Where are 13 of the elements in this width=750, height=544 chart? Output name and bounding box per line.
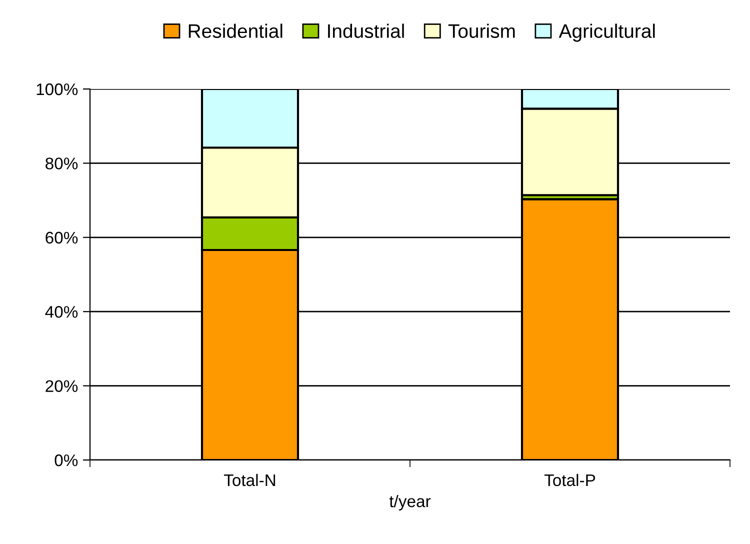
y-tick-label: 20% — [46, 380, 78, 392]
legend-label: Residential — [188, 24, 282, 38]
y-tick-label: 40% — [45, 306, 78, 318]
y-tick-label: 80% — [46, 158, 78, 170]
x-tick-label: Total-N — [224, 474, 276, 486]
y-tick-label: 100% — [36, 83, 78, 96]
y-tick-label: 60% — [46, 232, 78, 244]
y-tick-label: 0% — [54, 454, 78, 466]
x-tick-label: Total-P — [544, 474, 596, 486]
legend-label: Agricultural — [558, 24, 655, 42]
x-axis-title: t/year — [389, 494, 431, 511]
legend-label: Industrial — [328, 24, 404, 38]
legend-label: Tourism — [448, 24, 515, 38]
